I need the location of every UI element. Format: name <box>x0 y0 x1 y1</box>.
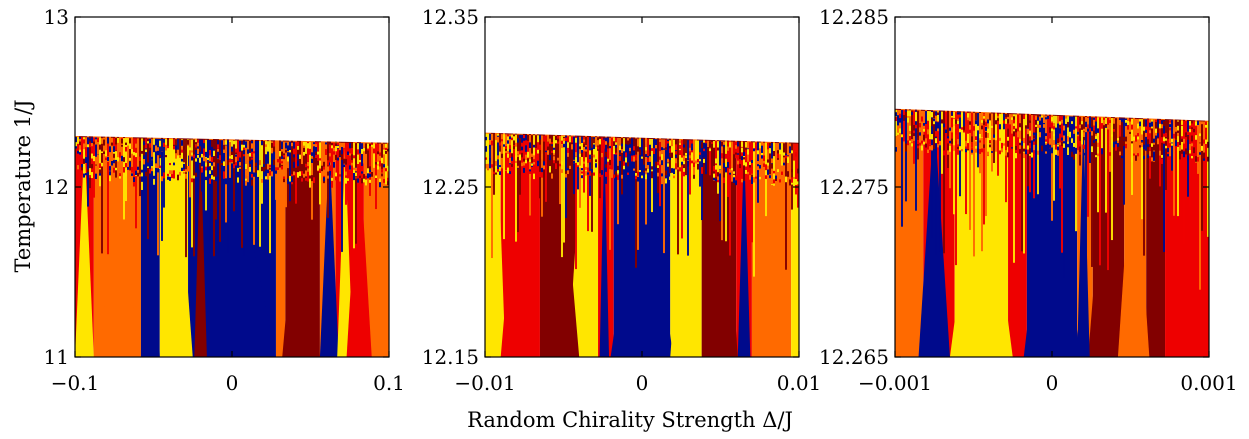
phase-wedge <box>1117 121 1150 357</box>
phase-wedge <box>194 142 207 357</box>
phase-wedge <box>188 143 276 357</box>
phase-wedge <box>319 145 339 357</box>
transition-fringe <box>895 108 1209 290</box>
x-tick-label: −0.1 <box>51 371 100 395</box>
y-tick-label: 12.265 <box>819 345 889 369</box>
phase-wedge <box>1023 118 1081 357</box>
panel-3: −0.001 0 0.001 12.265 12.275 12.285 <box>819 5 1238 395</box>
phase-band <box>275 140 286 357</box>
y-tick-label: 12.275 <box>819 175 889 199</box>
phase-wedge <box>670 143 702 357</box>
high-temperature-region <box>75 17 389 143</box>
x-axis-label: Random Chirality Strength Δ/J <box>467 408 793 432</box>
y-tick-label: 11 <box>44 345 69 369</box>
phase-wedge <box>489 137 506 357</box>
phase-wedge <box>599 140 610 357</box>
plot-area <box>485 17 799 357</box>
y-axis-label: Temperature 1/J <box>11 99 35 272</box>
x-tick-label: 0 <box>1046 371 1059 395</box>
phase-wedge <box>737 145 751 357</box>
y-tick-label: 12 <box>44 175 69 199</box>
phase-wedge <box>161 142 193 357</box>
plot-area <box>895 17 1209 357</box>
phase-wedge <box>610 141 674 357</box>
y-tick-label: 12.35 <box>422 5 479 29</box>
phase-wedge <box>918 114 950 357</box>
y-tick-label: 13 <box>44 5 69 29</box>
high-temperature-region <box>895 17 1209 121</box>
phase-wedge <box>709 144 738 357</box>
panel-2: −0.01 0 0.01 12.15 12.25 12.35 <box>422 5 822 395</box>
phase-wedge <box>75 140 94 357</box>
high-temperature-region <box>485 17 799 143</box>
transition-fringe <box>485 132 799 277</box>
x-tick-label: 0 <box>636 371 649 395</box>
phase-wedge <box>568 139 597 357</box>
phase-wedge <box>1088 120 1126 357</box>
phase-wedge <box>751 145 790 357</box>
x-tick-label: 0.001 <box>1180 371 1237 395</box>
phase-wedge <box>1077 119 1090 357</box>
panel-1: −0.1 0 0.1 11 12 13 <box>44 5 405 395</box>
phase-wedge <box>337 145 353 357</box>
x-tick-label: 0.1 <box>373 371 405 395</box>
x-tick-label: 0.01 <box>777 371 822 395</box>
plot-area <box>75 17 389 357</box>
phase-wedge <box>282 144 320 357</box>
y-tick-label: 12.25 <box>422 175 479 199</box>
phase-wedge <box>100 140 138 357</box>
phase-wedge <box>346 146 372 357</box>
y-tick-label: 12.285 <box>819 5 889 29</box>
x-tick-label: −0.01 <box>454 371 515 395</box>
x-tick-label: 0 <box>226 371 239 395</box>
y-tick-label: 12.15 <box>422 345 479 369</box>
phase-wedge <box>1166 123 1205 357</box>
phase-wedge <box>541 139 580 357</box>
phase-wedge <box>895 113 919 357</box>
x-tick-label: −0.001 <box>858 371 932 395</box>
phase-wedge <box>500 137 539 357</box>
transition-fringe <box>75 136 389 258</box>
